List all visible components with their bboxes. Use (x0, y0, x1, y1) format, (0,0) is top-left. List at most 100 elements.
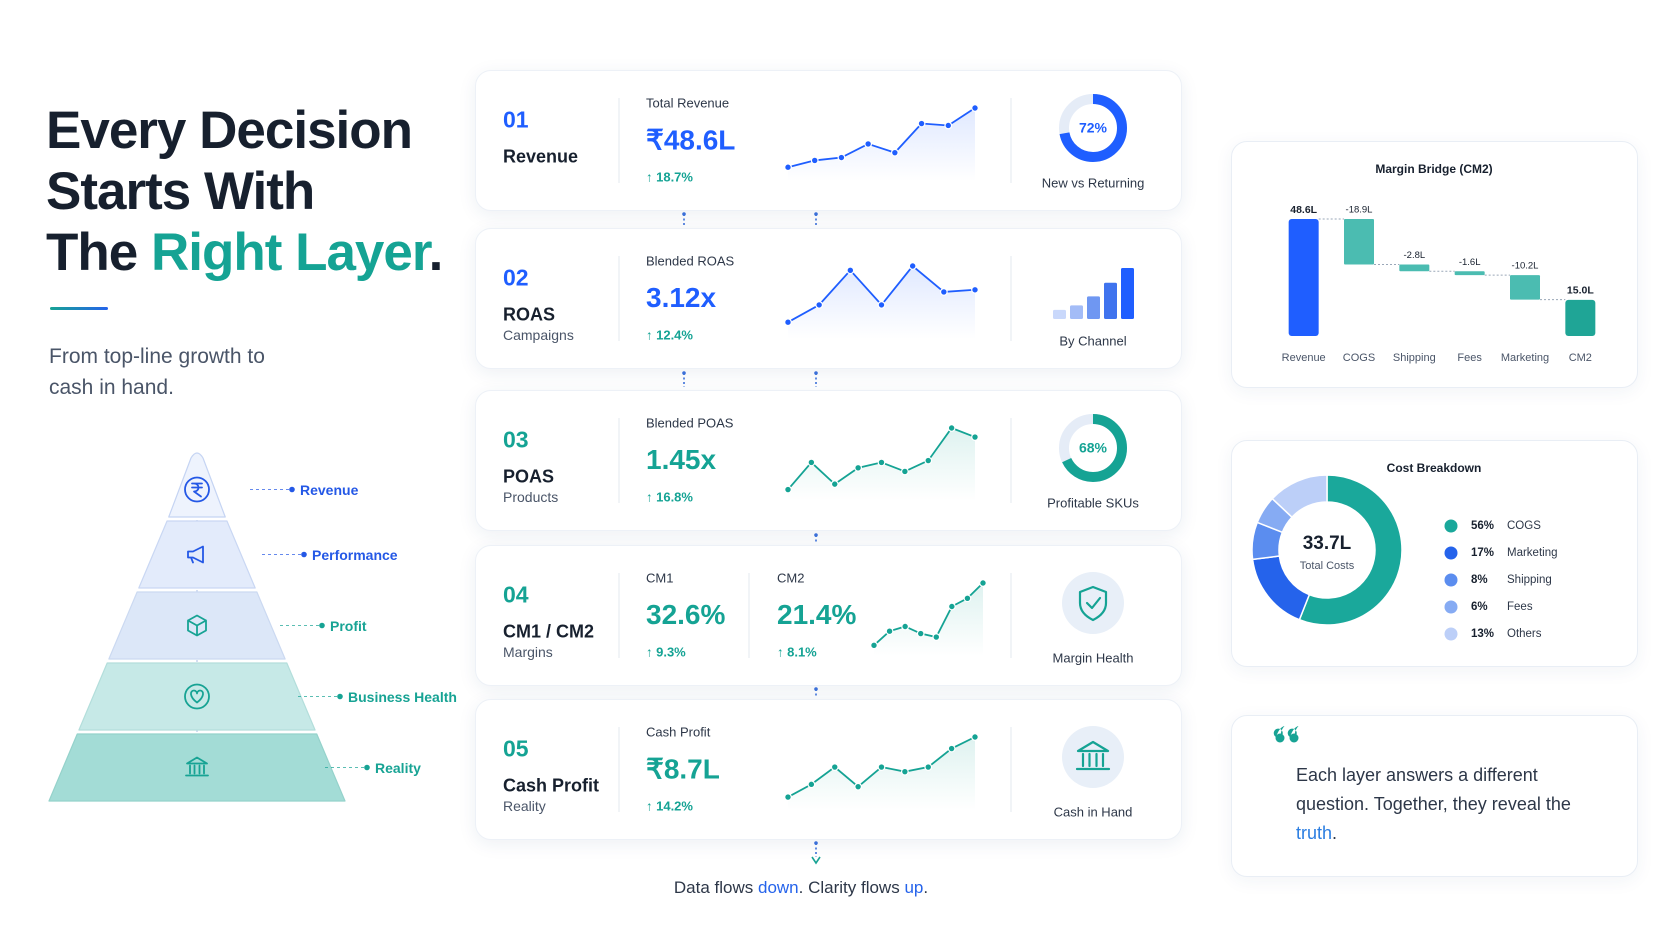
spark-point (908, 262, 917, 270)
channel-bar (1070, 305, 1083, 319)
quote-part: truth (1296, 823, 1333, 843)
metric-value: ₹48.6L (646, 124, 736, 156)
metric-value: 3.12x (646, 282, 717, 313)
metric-change: ↑ 8.1% (777, 644, 817, 660)
spark-point (854, 782, 863, 791)
legend-label: Marketing (1507, 547, 1558, 559)
metric-change: ↑ 16.8% (646, 489, 693, 505)
icon-ring (184, 683, 210, 710)
chart-title: Cost Breakdown (1386, 461, 1482, 475)
metric-label: CM1 (646, 570, 674, 586)
pyramid-layer (78, 662, 316, 731)
quote-dot (1289, 733, 1299, 743)
spark-point (830, 763, 839, 771)
spark-point (963, 594, 972, 603)
layer-card (475, 699, 1182, 840)
legend-value: 6% (1471, 601, 1488, 613)
bridge-category: COGS (1343, 352, 1375, 364)
layer-name: Revenue (503, 146, 579, 167)
spark-point (885, 627, 894, 636)
headline-line-part: . (428, 223, 444, 282)
spark-point (901, 622, 910, 631)
legend-value: 17% (1471, 547, 1494, 559)
flow-dot (682, 212, 686, 216)
flow-dot (814, 533, 818, 537)
flow-dot (814, 371, 818, 375)
metric-change: ↑ 9.3% (646, 644, 686, 660)
spark-point (846, 266, 855, 275)
metric-label: Blended ROAS (646, 253, 735, 269)
flow-dot (682, 371, 686, 375)
legend-label: Shipping (1507, 574, 1552, 586)
legend-swatch (1444, 519, 1458, 533)
bridge-bar (1288, 219, 1319, 336)
spark-point (837, 153, 846, 162)
widget-caption: Cash in Hand (1053, 804, 1133, 820)
donut-label: 68% (1079, 440, 1108, 456)
donut-center (1281, 504, 1373, 596)
widget-caption: Margin Health (1052, 650, 1134, 666)
layer-subtitle: Margins (503, 644, 553, 660)
icon-glyph (187, 614, 207, 637)
layer-subtitle: Products (503, 489, 559, 505)
footer-part: up (904, 878, 924, 897)
bridge-category: Marketing (1501, 352, 1549, 364)
widget-caption: By Channel (1059, 333, 1127, 349)
donut-center-label: Total Costs (1300, 560, 1355, 572)
pyramid-label: Revenue (300, 481, 359, 498)
spark-area (788, 108, 975, 181)
layer-name: CM1 / CM2 (503, 621, 595, 642)
spark-point (924, 763, 933, 771)
flow-dot (814, 841, 818, 845)
spark-point (784, 485, 792, 494)
spark-point (900, 467, 909, 476)
metric-value: 32.6% (646, 599, 726, 630)
spark-point (947, 602, 956, 611)
spark-point (815, 301, 824, 309)
subtitle: From top-line growth to cash in hand. (49, 345, 265, 399)
spark-point (979, 579, 987, 587)
layer-name: POAS (503, 466, 555, 487)
icon-glyph (187, 545, 204, 564)
bridge-value-label: -18.9L (1346, 205, 1373, 216)
legend-swatch (1444, 627, 1458, 641)
metric-label: CM2 (777, 570, 805, 586)
spark-point (830, 480, 839, 489)
donut-segment (1271, 474, 1328, 519)
bridge-category: Fees (1457, 352, 1482, 364)
donut-arc (1059, 414, 1127, 482)
legend-swatch (1444, 600, 1458, 614)
pyramid-icon (185, 756, 209, 777)
spark-point (870, 641, 878, 650)
icon-ring (184, 476, 210, 503)
footer: Data flows down. Clarity flows up. (674, 878, 928, 898)
layer-number: 01 (503, 106, 529, 133)
spark-point (807, 780, 816, 789)
spark-point (947, 744, 956, 753)
footer-part: . (923, 878, 929, 897)
pyramid-leader-dot (337, 693, 343, 700)
spark-point (971, 433, 979, 441)
legend-value: 8% (1471, 574, 1488, 586)
spark-point (916, 629, 925, 638)
spark-point (877, 763, 886, 771)
icon-bg (1062, 572, 1124, 634)
flow-dot (814, 687, 818, 691)
layer-number: 03 (503, 426, 529, 453)
bridge-value-label: -1.6L (1459, 257, 1481, 268)
layer-subtitle: Campaigns (503, 327, 574, 343)
quote: Each layer answers a different question.… (1296, 761, 1571, 848)
icon-glyph (190, 689, 204, 704)
pyramid-leader-dot (289, 486, 295, 493)
spark-point (784, 793, 792, 801)
bridge-category: Shipping (1393, 352, 1436, 364)
footer-part: . Clarity flows (798, 878, 905, 897)
bridge-category: Revenue (1282, 352, 1326, 364)
donut-label: 72% (1079, 120, 1108, 136)
quote-part: Each layer answers a different question.… (1296, 765, 1571, 814)
spark-point (784, 163, 792, 172)
spark-point (924, 456, 933, 465)
